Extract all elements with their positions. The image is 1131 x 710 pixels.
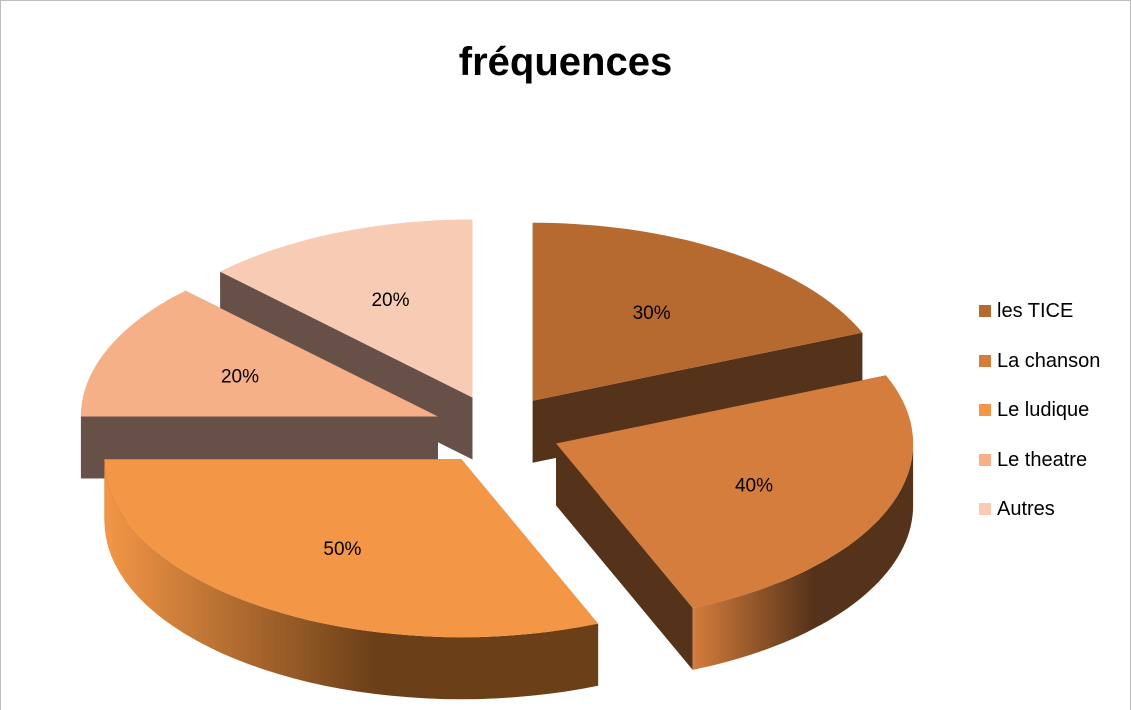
legend-swatch <box>979 503 991 515</box>
legend-item-la-chanson: La chanson <box>979 350 1100 400</box>
slice-side-les-tice <box>532 332 863 463</box>
legend-swatch <box>979 453 991 466</box>
data-label-autres: 20% <box>371 290 409 311</box>
legend-item-les-tice: les TICE <box>979 300 1100 350</box>
slice-side-la-chanson <box>556 443 693 670</box>
data-label-la-chanson: 40% <box>735 475 773 496</box>
slice-top-le-ludique <box>104 459 599 638</box>
slice-le-ludique <box>104 459 599 700</box>
slice-rim-le-ludique <box>104 459 599 700</box>
legend-item-le-ludique: Le ludique <box>979 399 1100 449</box>
slice-rim-la-chanson <box>692 443 914 670</box>
legend: les TICE La chanson Le ludique Le theatr… <box>979 300 1100 548</box>
legend-swatch <box>979 404 991 416</box>
slice-les-tice <box>532 222 863 463</box>
slice-top-autres <box>220 219 473 398</box>
legend-label: Le theatre <box>997 448 1088 471</box>
data-label-les-tice: 30% <box>633 303 671 324</box>
chart-title: fréquences <box>458 40 673 84</box>
slice-top-les-tice <box>532 222 863 401</box>
legend-swatch <box>979 354 991 367</box>
data-label-le-ludique: 50% <box>323 539 361 560</box>
legend-label: les TICE <box>997 300 1074 322</box>
legend-label: Autres <box>997 498 1055 520</box>
data-label-le-theatre: 20% <box>221 367 259 388</box>
slice-top-la-chanson <box>556 375 914 608</box>
legend-label: La chanson <box>997 349 1101 372</box>
legend-item-autres: Autres <box>979 498 1100 548</box>
slice-top-le-theatre <box>80 290 438 417</box>
legend-swatch <box>979 305 991 317</box>
legend-label: Le ludique <box>997 399 1090 421</box>
legend-item-le-theatre: Le theatre <box>979 449 1100 499</box>
slice-la-chanson <box>556 375 914 670</box>
